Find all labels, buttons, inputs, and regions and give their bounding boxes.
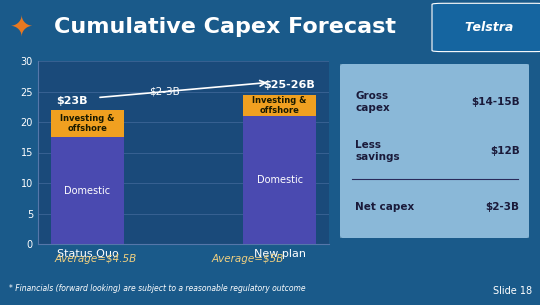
Text: Тelstra: Тelstra — [464, 21, 514, 34]
Text: Investing &
offshore: Investing & offshore — [253, 95, 307, 115]
Text: $25-26B: $25-26B — [264, 80, 315, 90]
Text: Domestic: Domestic — [256, 175, 303, 185]
Text: Less
savings: Less savings — [355, 140, 400, 162]
Text: * Financials (forward looking) are subject to a reasonable regulatory outcome: * Financials (forward looking) are subje… — [9, 284, 306, 293]
FancyBboxPatch shape — [338, 62, 531, 240]
Text: Gross
capex: Gross capex — [355, 92, 390, 113]
Text: $2-3B: $2-3B — [486, 202, 519, 212]
Text: ✦: ✦ — [10, 13, 33, 41]
Bar — [51, 110, 124, 137]
Text: Slide 18: Slide 18 — [493, 286, 532, 296]
Bar — [243, 116, 316, 244]
Text: Average=$4.5B: Average=$4.5B — [55, 254, 137, 264]
Text: $23B: $23B — [57, 95, 88, 106]
Text: $12B: $12B — [490, 146, 519, 156]
Text: $2-3B: $2-3B — [149, 87, 180, 97]
Text: Investing &
offshore: Investing & offshore — [60, 114, 114, 133]
FancyBboxPatch shape — [432, 3, 540, 52]
Text: Domestic: Domestic — [64, 186, 111, 196]
Bar — [51, 137, 124, 244]
Text: Cumulative Capex Forecast: Cumulative Capex Forecast — [54, 17, 396, 38]
Bar — [243, 95, 316, 116]
Text: Net capex: Net capex — [355, 202, 415, 212]
Text: Average=$5B: Average=$5B — [212, 254, 284, 264]
Text: $14-15B: $14-15B — [471, 97, 519, 107]
